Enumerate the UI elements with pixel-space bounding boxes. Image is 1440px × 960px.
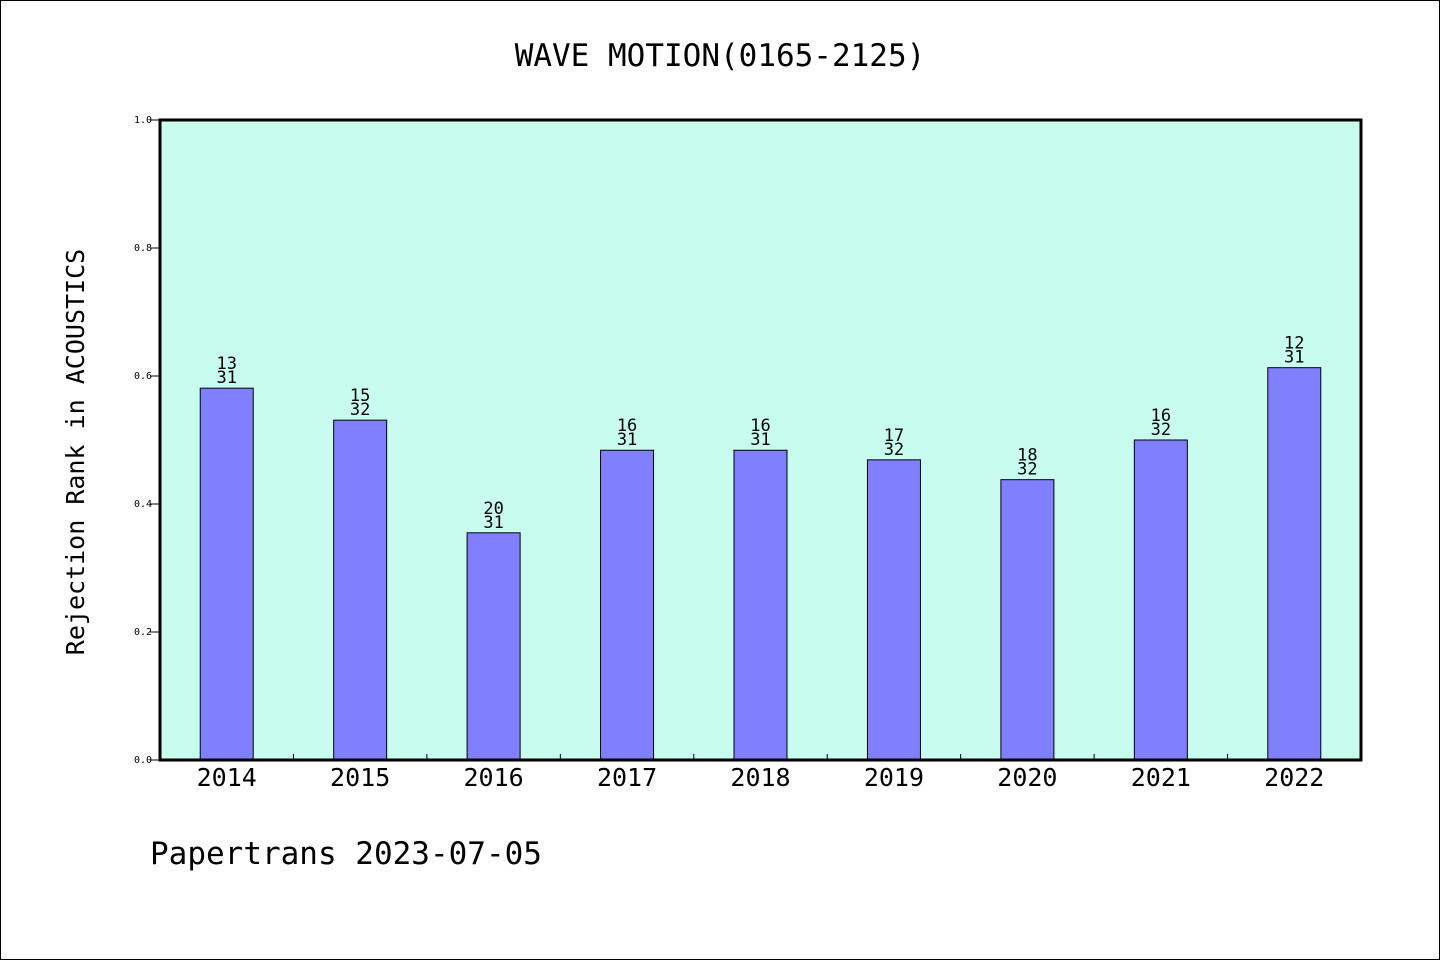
bar-2021 bbox=[1133, 439, 1188, 761]
bar-label-top: 18 bbox=[1017, 446, 1037, 466]
bar-2014 bbox=[199, 387, 254, 761]
bar-label-bottom: 31 bbox=[617, 430, 637, 450]
bar-label-bottom: 32 bbox=[884, 440, 904, 460]
bar-2015 bbox=[333, 419, 388, 761]
x-tick-label-2016: 2016 bbox=[464, 763, 524, 792]
x-tick-label-2020: 2020 bbox=[997, 763, 1057, 792]
plot-frame bbox=[158, 118, 1363, 762]
bar-2020 bbox=[1000, 479, 1055, 761]
y-axis-label: Rejection Rank in ACOUSTICS bbox=[61, 249, 90, 655]
bar-label-top: 16 bbox=[617, 416, 637, 436]
bar-label-top: 16 bbox=[750, 416, 770, 436]
bar-label-bottom: 32 bbox=[1151, 420, 1171, 440]
bar-label-bottom: 32 bbox=[1017, 460, 1037, 480]
bar-label-bottom: 31 bbox=[483, 513, 503, 533]
x-tick-label-2017: 2017 bbox=[597, 763, 657, 792]
x-axis: 2014 2015 2016 2017 2018 2019 2020 2021 2022 bbox=[197, 754, 1324, 792]
y-tick-label: 0.4 bbox=[134, 499, 152, 510]
bar-2019 bbox=[866, 459, 921, 761]
bars-group bbox=[199, 367, 1322, 761]
x-tick-label-2022: 2022 bbox=[1264, 763, 1324, 792]
bar-2016 bbox=[466, 532, 521, 761]
x-tick-label-2015: 2015 bbox=[330, 763, 390, 792]
y-tick-label: 0.6 bbox=[134, 371, 152, 382]
chart-title: WAVE MOTION(0165-2125) bbox=[515, 38, 926, 74]
bar-label-bottom: 31 bbox=[750, 430, 770, 450]
y-tick-label: 1.0 bbox=[134, 115, 152, 126]
bar-label-bottom: 31 bbox=[1284, 348, 1304, 368]
footer-date-text: Papertrans 2023-07-05 bbox=[150, 836, 542, 872]
bar-label-top: 13 bbox=[216, 354, 236, 374]
x-tick-label-2018: 2018 bbox=[730, 763, 790, 792]
bar-label-top: 17 bbox=[884, 426, 904, 446]
bar-label-bottom: 31 bbox=[216, 368, 236, 388]
bar-label-bottom: 32 bbox=[350, 400, 370, 420]
bar-2022 bbox=[1267, 367, 1322, 761]
x-tick-label-2014: 2014 bbox=[197, 763, 257, 792]
bar-label-top: 20 bbox=[483, 499, 503, 519]
bar-label-top: 16 bbox=[1151, 406, 1171, 426]
bar-2017 bbox=[600, 449, 655, 761]
x-tick-label-2021: 2021 bbox=[1131, 763, 1191, 792]
y-tick-label: 0.2 bbox=[134, 627, 152, 638]
y-axis: 0.0 0.2 0.4 0.6 0.8 1.0 bbox=[134, 115, 160, 766]
y-tick-label: 0.0 bbox=[134, 755, 152, 766]
bar-2018 bbox=[733, 449, 788, 761]
y-tick-label: 0.8 bbox=[134, 243, 152, 254]
bar-label-top: 12 bbox=[1284, 334, 1304, 354]
x-tick-label-2019: 2019 bbox=[864, 763, 924, 792]
bar-label-top: 15 bbox=[350, 386, 370, 406]
